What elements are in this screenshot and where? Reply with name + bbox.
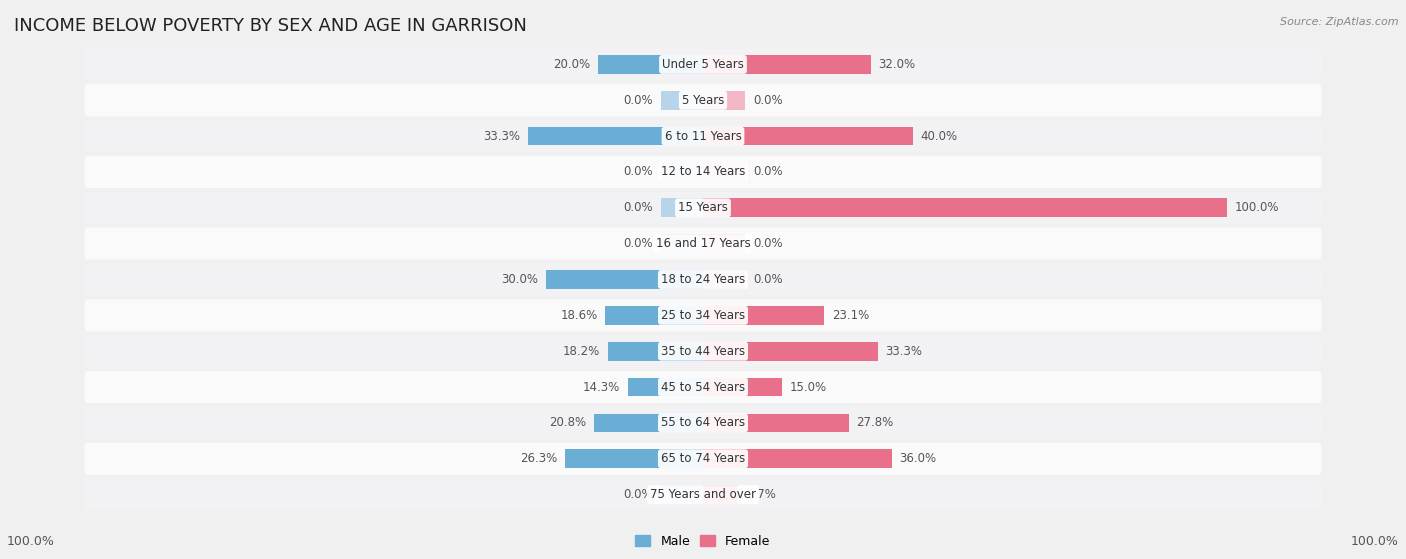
Bar xyxy=(703,127,912,145)
Text: 0.0%: 0.0% xyxy=(624,201,654,214)
FancyBboxPatch shape xyxy=(84,299,1322,331)
Bar xyxy=(703,270,745,289)
Bar xyxy=(529,127,703,145)
Text: 0.0%: 0.0% xyxy=(752,273,782,286)
Text: 27.8%: 27.8% xyxy=(856,416,894,429)
Bar xyxy=(661,198,703,217)
Text: INCOME BELOW POVERTY BY SEX AND AGE IN GARRISON: INCOME BELOW POVERTY BY SEX AND AGE IN G… xyxy=(14,17,527,35)
Text: 15 Years: 15 Years xyxy=(678,201,728,214)
Text: 6.7%: 6.7% xyxy=(747,488,776,501)
Text: 20.8%: 20.8% xyxy=(548,416,586,429)
Text: 32.0%: 32.0% xyxy=(879,58,915,71)
Text: 40.0%: 40.0% xyxy=(921,130,957,143)
Bar xyxy=(703,234,745,253)
Bar xyxy=(703,449,891,468)
Bar xyxy=(703,198,1227,217)
Text: 30.0%: 30.0% xyxy=(501,273,538,286)
FancyBboxPatch shape xyxy=(84,120,1322,152)
Text: 5 Years: 5 Years xyxy=(682,94,724,107)
Text: 100.0%: 100.0% xyxy=(1234,201,1279,214)
Text: 20.0%: 20.0% xyxy=(553,58,591,71)
FancyBboxPatch shape xyxy=(84,192,1322,224)
FancyBboxPatch shape xyxy=(84,479,1322,511)
Bar xyxy=(703,414,849,432)
FancyBboxPatch shape xyxy=(84,228,1322,260)
Text: 0.0%: 0.0% xyxy=(624,165,654,178)
Text: 36.0%: 36.0% xyxy=(900,452,936,465)
Text: 33.3%: 33.3% xyxy=(886,345,922,358)
Text: 55 to 64 Years: 55 to 64 Years xyxy=(661,416,745,429)
Bar xyxy=(703,306,824,325)
FancyBboxPatch shape xyxy=(84,371,1322,403)
Text: 15.0%: 15.0% xyxy=(790,381,827,394)
Bar xyxy=(607,342,703,361)
Bar xyxy=(661,163,703,181)
Bar xyxy=(661,91,703,110)
FancyBboxPatch shape xyxy=(84,156,1322,188)
Text: 100.0%: 100.0% xyxy=(7,535,55,548)
Text: 0.0%: 0.0% xyxy=(624,94,654,107)
Text: 18 to 24 Years: 18 to 24 Years xyxy=(661,273,745,286)
FancyBboxPatch shape xyxy=(84,335,1322,367)
Bar xyxy=(661,485,703,504)
Bar xyxy=(703,342,877,361)
Text: 14.3%: 14.3% xyxy=(583,381,620,394)
Legend: Male, Female: Male, Female xyxy=(630,530,776,553)
Text: 23.1%: 23.1% xyxy=(832,309,869,322)
Bar xyxy=(703,163,745,181)
Text: Under 5 Years: Under 5 Years xyxy=(662,58,744,71)
Bar xyxy=(661,234,703,253)
FancyBboxPatch shape xyxy=(84,263,1322,296)
Bar xyxy=(606,306,703,325)
FancyBboxPatch shape xyxy=(84,407,1322,439)
Text: 0.0%: 0.0% xyxy=(624,237,654,250)
Bar xyxy=(703,91,745,110)
FancyBboxPatch shape xyxy=(84,84,1322,116)
Text: Source: ZipAtlas.com: Source: ZipAtlas.com xyxy=(1281,17,1399,27)
Text: 35 to 44 Years: 35 to 44 Years xyxy=(661,345,745,358)
Bar xyxy=(598,55,703,74)
Bar xyxy=(703,485,738,504)
FancyBboxPatch shape xyxy=(84,48,1322,80)
Text: 0.0%: 0.0% xyxy=(624,488,654,501)
Text: 45 to 54 Years: 45 to 54 Years xyxy=(661,381,745,394)
Text: 26.3%: 26.3% xyxy=(520,452,557,465)
Text: 33.3%: 33.3% xyxy=(484,130,520,143)
Text: 100.0%: 100.0% xyxy=(1351,535,1399,548)
FancyBboxPatch shape xyxy=(84,443,1322,475)
Text: 25 to 34 Years: 25 to 34 Years xyxy=(661,309,745,322)
Text: 0.0%: 0.0% xyxy=(752,237,782,250)
Bar xyxy=(546,270,703,289)
Text: 6 to 11 Years: 6 to 11 Years xyxy=(665,130,741,143)
Bar xyxy=(565,449,703,468)
Text: 18.6%: 18.6% xyxy=(561,309,598,322)
Text: 18.2%: 18.2% xyxy=(562,345,600,358)
Bar xyxy=(703,378,782,396)
Bar xyxy=(628,378,703,396)
Text: 65 to 74 Years: 65 to 74 Years xyxy=(661,452,745,465)
Text: 0.0%: 0.0% xyxy=(752,165,782,178)
Text: 0.0%: 0.0% xyxy=(752,94,782,107)
Text: 16 and 17 Years: 16 and 17 Years xyxy=(655,237,751,250)
Text: 75 Years and over: 75 Years and over xyxy=(650,488,756,501)
Bar xyxy=(593,414,703,432)
Bar xyxy=(703,55,870,74)
Text: 12 to 14 Years: 12 to 14 Years xyxy=(661,165,745,178)
